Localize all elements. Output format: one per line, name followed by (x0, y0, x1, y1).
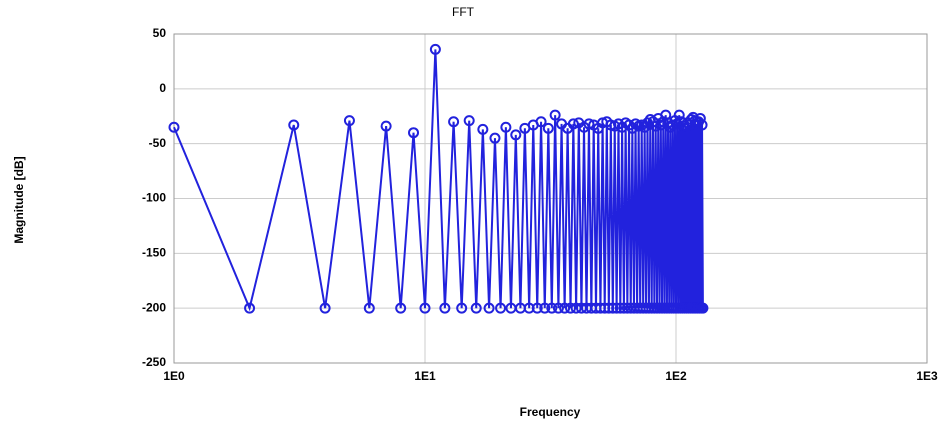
data-point (614, 302, 626, 314)
data-point (549, 109, 561, 121)
data-point (542, 122, 554, 134)
data-point (611, 302, 623, 314)
data-point (603, 302, 615, 314)
data-point (696, 119, 708, 131)
data-point (531, 302, 543, 314)
data-point (618, 302, 630, 314)
y-tick-label: -250 (142, 355, 166, 369)
x-axis-label: Frequency (520, 405, 581, 419)
data-point (546, 302, 558, 314)
y-axis-label: Magnitude [dB] (12, 156, 26, 243)
data-point (319, 302, 331, 314)
x-tick-label: 1E3 (916, 369, 938, 383)
data-point (244, 302, 256, 314)
data-point (673, 109, 685, 121)
data-point (429, 43, 441, 55)
y-tick-label: -200 (142, 300, 166, 314)
data-point (535, 116, 547, 128)
y-tick-label: 0 (159, 81, 166, 95)
y-tick-label: -50 (149, 136, 167, 150)
data-point (477, 123, 489, 135)
data-point (419, 302, 431, 314)
data-point (363, 302, 375, 314)
data-point (448, 116, 460, 128)
data-point (456, 302, 468, 314)
x-tick-label: 1E1 (414, 369, 436, 383)
data-point (483, 302, 495, 314)
data-point (168, 121, 180, 133)
data-point (288, 119, 300, 131)
data-point (439, 302, 451, 314)
data-point (495, 302, 507, 314)
data-point (343, 115, 355, 127)
data-point (565, 302, 577, 314)
x-tick-label: 1E0 (163, 369, 185, 383)
data-point (489, 132, 501, 144)
plot-border (173, 33, 928, 364)
data-point (607, 302, 619, 314)
data-point (539, 302, 551, 314)
y-tick-label: -100 (142, 191, 166, 205)
data-point (583, 118, 595, 130)
data-point (694, 112, 706, 124)
data-point (408, 127, 420, 139)
data-point (463, 115, 475, 127)
data-point (510, 129, 522, 141)
y-tick-label: 50 (153, 26, 167, 40)
series-line (173, 49, 704, 312)
x-tick-label: 1E2 (665, 369, 687, 383)
data-point (380, 120, 392, 132)
chart-title: FFT (452, 5, 475, 19)
data-point (500, 121, 512, 133)
data-point (657, 116, 669, 128)
y-tick-label: -150 (142, 246, 166, 260)
data-point (559, 302, 571, 314)
data-point (470, 302, 482, 314)
data-point (570, 302, 582, 314)
data-point (697, 302, 709, 314)
data-point (567, 118, 579, 130)
data-point (395, 302, 407, 314)
data-point (552, 302, 564, 314)
